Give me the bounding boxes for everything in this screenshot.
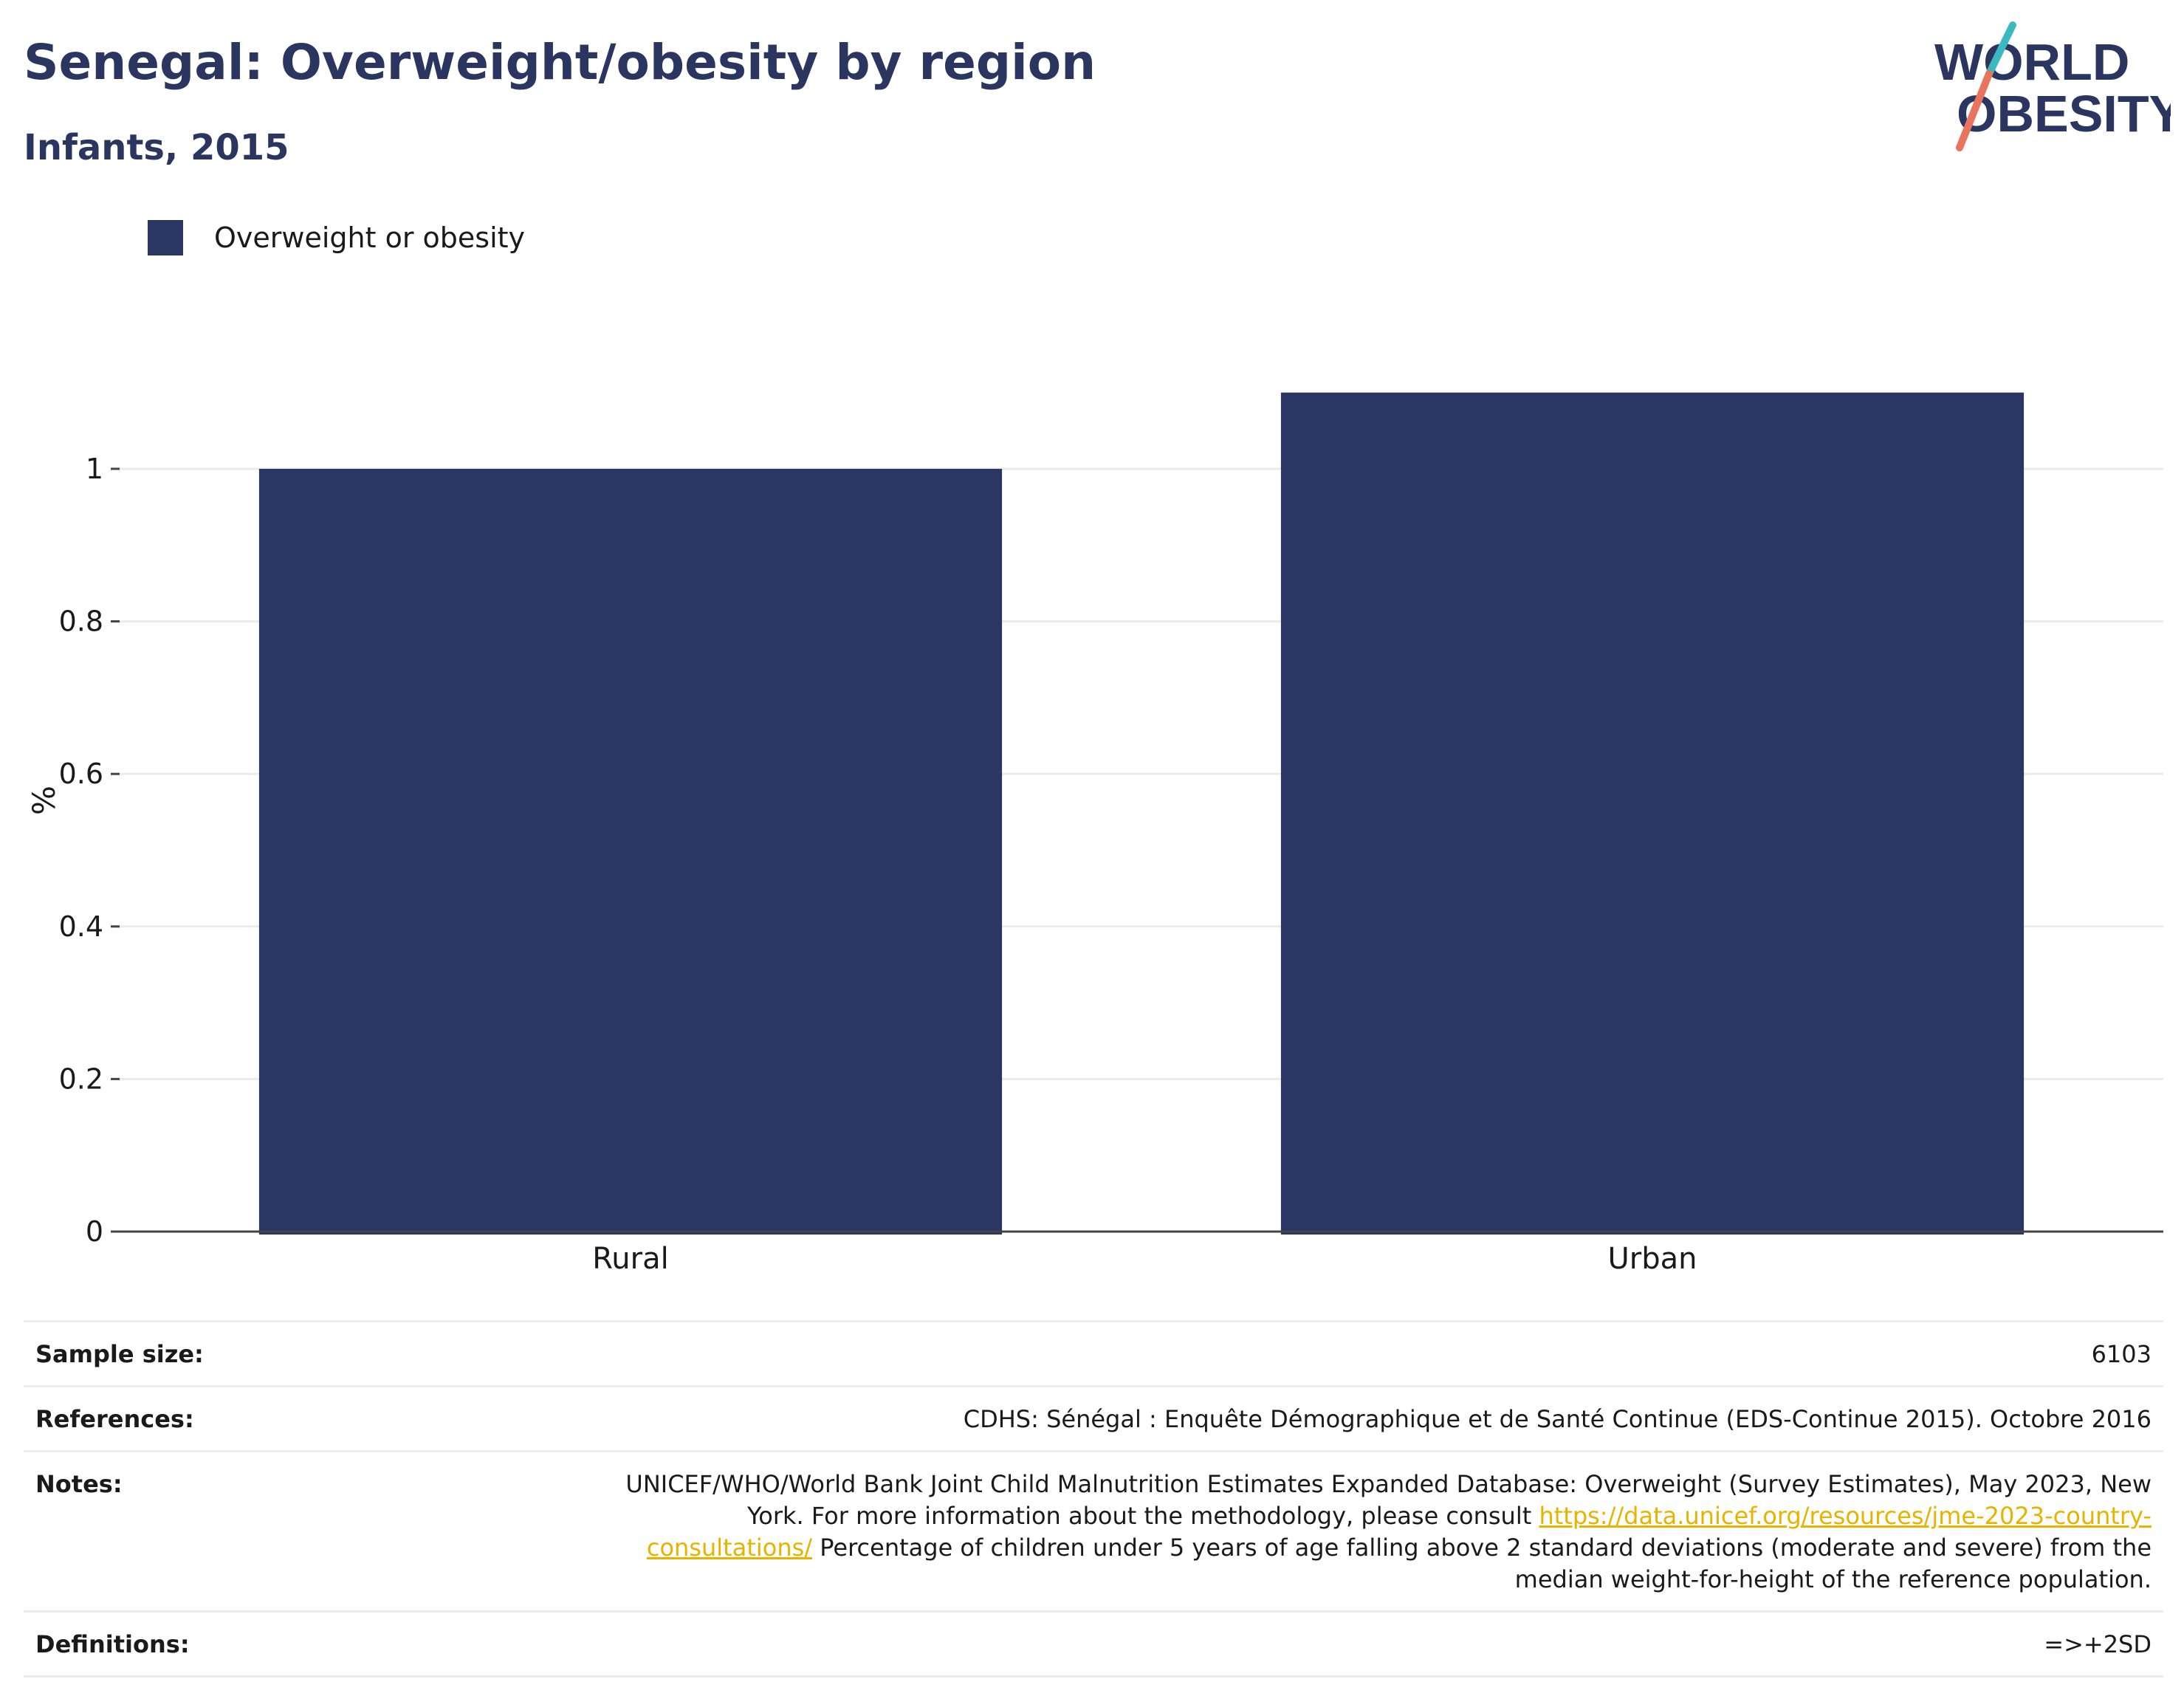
definitions-row: Definitions: =>+2SD [24, 1610, 2163, 1678]
y-tick-label: 0.2 [59, 1062, 103, 1095]
legend-label: Overweight or obesity [214, 222, 526, 254]
chart-legend: Overweight or obesity [148, 220, 525, 255]
definitions-label: Definitions: [35, 1630, 190, 1658]
x-tick-label: Rural [592, 1242, 668, 1276]
y-tick-label: 0.6 [59, 758, 103, 790]
notes-row: Notes: UNICEF/WHO/World Bank Joint Child… [24, 1450, 2163, 1610]
references-row: References: CDHS: Sénégal : Enquête Démo… [24, 1385, 2163, 1450]
notes-value: UNICEF/WHO/World Bank Joint Child Malnut… [616, 1469, 2152, 1596]
svg-text:WORLD: WORLD [1934, 33, 2129, 91]
sample-size-label: Sample size: [35, 1340, 204, 1368]
definitions-value: =>+2SD [2044, 1630, 2152, 1658]
legend-swatch [148, 220, 183, 255]
y-axis-label: % [26, 786, 62, 815]
sample-size-row: Sample size: 6103 [24, 1320, 2163, 1385]
chart-title: Senegal: Overweight/obesity by region [24, 34, 1096, 91]
svg-text:OBESITY: OBESITY [1957, 85, 2171, 143]
notes-text-after: Percentage of children under 5 years of … [812, 1534, 2152, 1593]
references-label: References: [35, 1405, 194, 1433]
y-tick-label: 0 [86, 1215, 103, 1248]
world-obesity-logo: WORLD OBESITY [1934, 21, 2171, 151]
methodology-link[interactable]: https://data.unicef.org/resources/jme-20… [646, 1502, 2152, 1562]
references-value: CDHS: Sénégal : Enquête Démographique et… [963, 1405, 2152, 1433]
y-tick-label: 0.4 [59, 910, 103, 943]
info-table: Sample size: 6103 References: CDHS: Séné… [24, 1320, 2163, 1678]
y-tick-label: 0.8 [59, 605, 103, 638]
notes-label: Notes: [35, 1470, 123, 1498]
y-tick-label: 1 [86, 453, 103, 485]
bar-chart: 0 0.2 0.4 0.6 0.8 1 Rural Urban% [26, 392, 2163, 1276]
x-tick-label: Urban [1608, 1242, 1697, 1276]
chart-subtitle: Infants, 2015 [24, 127, 289, 168]
notes-text-before: UNICEF/WHO/World Bank Joint Child Malnut… [625, 1470, 2152, 1530]
sample-size-value: 6103 [2091, 1340, 2152, 1368]
bar-rural [258, 468, 1003, 1235]
bar-urban [1280, 392, 2025, 1235]
